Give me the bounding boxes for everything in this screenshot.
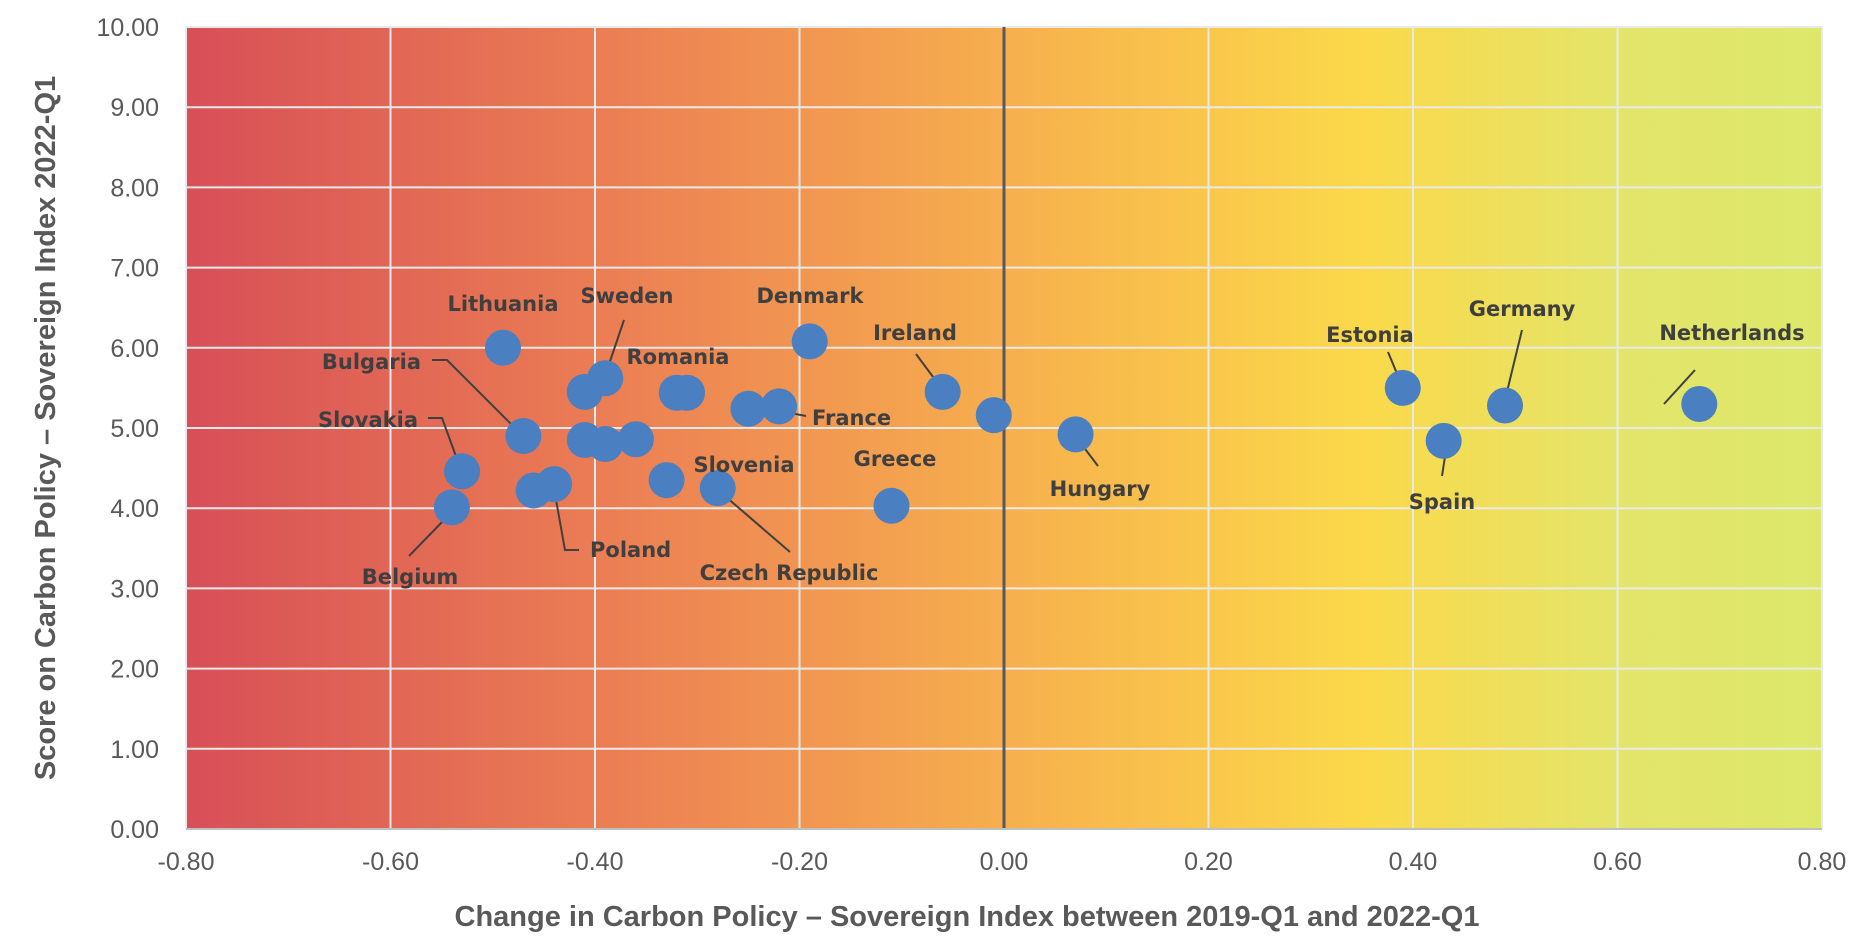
data-point bbox=[648, 462, 685, 499]
data-point bbox=[699, 470, 736, 507]
point-label: Romania bbox=[627, 345, 730, 369]
point-label: Lithuania bbox=[447, 292, 558, 316]
data-point bbox=[1425, 422, 1462, 459]
y-tick-label: 4.00 bbox=[110, 495, 159, 523]
data-point bbox=[505, 418, 542, 455]
label-leader-line bbox=[432, 359, 524, 437]
data-point bbox=[1681, 385, 1718, 422]
x-axis: -0.80 -0.60 -0.40 -0.20 0.00 0.20 0.40 0.60 0.80 bbox=[158, 848, 1847, 876]
data-point bbox=[924, 373, 961, 410]
x-tick-label: 0.80 bbox=[1798, 848, 1847, 876]
point-label: Greece bbox=[854, 447, 937, 471]
point-label: Denmark bbox=[757, 284, 865, 308]
data-point bbox=[444, 453, 481, 490]
point-label: Slovenia bbox=[693, 453, 794, 477]
data-point bbox=[566, 373, 603, 410]
label-leader-line bbox=[1663, 369, 1696, 405]
y-tick-label: 2.00 bbox=[110, 656, 159, 684]
data-point bbox=[730, 390, 767, 427]
y-axis-title: Score on Carbon Policy – Sovereign Index… bbox=[30, 76, 62, 780]
data-point bbox=[484, 329, 521, 366]
label-leader-line bbox=[408, 519, 445, 557]
x-tick-label: 0.40 bbox=[1389, 848, 1438, 876]
point-label: Spain bbox=[1409, 490, 1475, 514]
y-tick-label: 7.00 bbox=[110, 255, 159, 283]
data-point bbox=[1487, 387, 1524, 424]
point-label: Sweden bbox=[581, 284, 674, 308]
x-tick-label: -0.80 bbox=[158, 848, 215, 876]
data-point bbox=[658, 374, 695, 411]
y-tick-label: 1.00 bbox=[110, 736, 159, 764]
x-tick-label: 0.00 bbox=[980, 848, 1029, 876]
y-tick-label: 0.00 bbox=[110, 816, 159, 844]
data-point bbox=[1384, 369, 1421, 406]
data-point bbox=[566, 422, 603, 459]
y-tick-label: 3.00 bbox=[110, 575, 159, 603]
point-label: France bbox=[812, 406, 891, 430]
data-point bbox=[791, 323, 828, 360]
point-label: Slovakia bbox=[318, 408, 418, 432]
data-point bbox=[1057, 416, 1094, 453]
point-label: Poland bbox=[590, 538, 671, 562]
y-tick-label: 9.00 bbox=[110, 94, 159, 122]
point-label: Estonia bbox=[1326, 323, 1414, 347]
data-point bbox=[515, 472, 552, 509]
point-label: Belgium bbox=[362, 565, 459, 589]
y-axis: 0.00 1.00 2.00 3.00 4.00 5.00 6.00 7.00 8.00 9.00… bbox=[96, 14, 159, 844]
y-tick-label: 5.00 bbox=[110, 415, 159, 443]
x-tick-label: 0.20 bbox=[1184, 848, 1233, 876]
point-label: Bulgaria bbox=[322, 350, 421, 374]
point-label: Germany bbox=[1469, 297, 1576, 321]
x-axis-title: Change in Carbon Policy – Sovereign Inde… bbox=[455, 901, 1480, 933]
label-leader-line bbox=[552, 482, 579, 551]
label-leader-line bbox=[428, 417, 462, 471]
data-points bbox=[433, 323, 1718, 526]
data-point bbox=[975, 397, 1012, 434]
x-tick-label: -0.20 bbox=[771, 848, 828, 876]
y-tick-label: 10.00 bbox=[96, 14, 159, 42]
y-tick-label: 6.00 bbox=[110, 335, 159, 363]
data-point bbox=[617, 421, 654, 458]
point-labels: Netherlands Germany Spain Estonia Hungary Ire… bbox=[318, 284, 1805, 589]
point-label: Ireland bbox=[873, 321, 957, 345]
x-tick-label: 0.60 bbox=[1593, 848, 1642, 876]
x-tick-label: -0.60 bbox=[362, 848, 419, 876]
point-label: Czech Republic bbox=[700, 561, 879, 585]
data-point bbox=[873, 487, 910, 524]
data-point bbox=[433, 489, 470, 526]
data-point bbox=[761, 388, 798, 425]
point-label: Netherlands bbox=[1659, 321, 1804, 345]
y-tick-label: 8.00 bbox=[110, 174, 159, 202]
point-label: Hungary bbox=[1050, 477, 1151, 501]
x-tick-label: -0.40 bbox=[567, 848, 624, 876]
